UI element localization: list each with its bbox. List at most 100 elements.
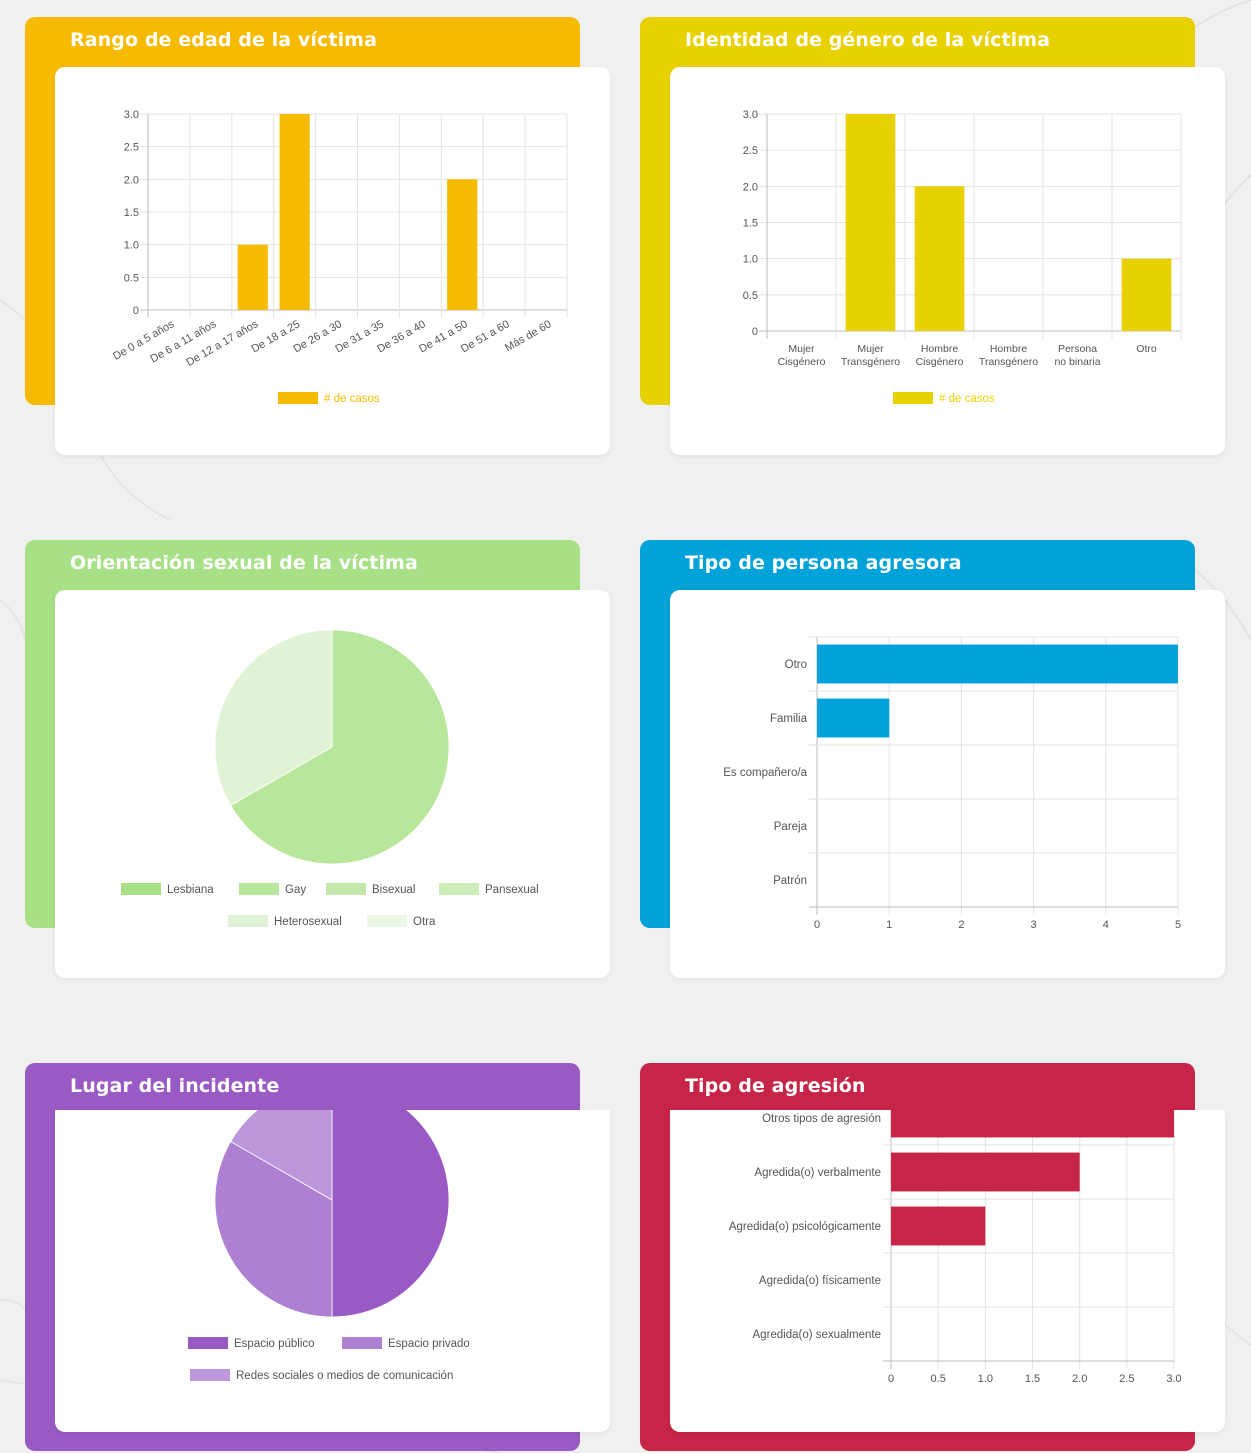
orientation-chart-card: Lesbiana Gay Bisexual Pansexual Heterosexual…: [55, 590, 610, 978]
y-tick-label: 0: [133, 305, 139, 317]
bar: [817, 698, 890, 738]
y-tick-label: 2.0: [743, 181, 758, 193]
y-tick-label: Agredida(o) sexualmente: [753, 1329, 882, 1341]
pie-slice: [331, 1110, 450, 1318]
x-tick-label: Transgénero: [841, 356, 900, 368]
legend-label: # de casos: [324, 393, 380, 405]
legend-swatch: [190, 1369, 230, 1381]
legend-swatch: [439, 883, 479, 895]
age-card-title: Rango de edad de la víctima: [70, 29, 377, 51]
y-tick-label: 1.5: [743, 218, 758, 230]
bar: [237, 244, 268, 310]
bar: [845, 114, 896, 331]
x-tick-label: 0: [888, 1373, 894, 1385]
x-tick-label: Hombre: [921, 343, 959, 355]
pie-slice: [230, 1110, 333, 1201]
aggressor-chart-card: 0 1 2 3 4 5 Otro Familia Es compañero/a Pareja Pat…: [670, 590, 1225, 978]
x-tick-label: 3.0: [1166, 1373, 1181, 1385]
legend-swatch: [367, 915, 407, 927]
legend-label: Otra: [413, 916, 436, 928]
y-tick-label: 1.0: [743, 254, 758, 266]
x-tick-label: Otro: [1136, 343, 1157, 355]
x-tick-label: 1.0: [978, 1373, 993, 1385]
y-tick-label: Pareja: [774, 821, 808, 833]
aggression-bar-chart: 0 0.5 1.0 1.5 2.0 2.5 3.0 Otros tipos de agresi…: [729, 1110, 1182, 1385]
age-chart-card: 0 0.5 1.0 1.5 2.0 2.5 3.0 De 0 a 5 años De 6 a 1…: [55, 67, 610, 455]
y-tick-label: 3.0: [743, 109, 758, 121]
legend-swatch: [326, 883, 366, 895]
aggression-chart-card: 0 0.5 1.0 1.5 2.0 2.5 3.0 Otros tipos de agresi…: [670, 1110, 1225, 1432]
legend-swatch: [278, 392, 318, 404]
legend-label: Pansexual: [485, 884, 539, 896]
legend-label: Redes sociales o medios de comunicación: [236, 1370, 453, 1382]
x-tick-label: 2: [958, 919, 964, 931]
y-tick-label: Es compañero/a: [723, 767, 807, 779]
bar: [279, 114, 310, 310]
x-tick-label: 0.5: [931, 1373, 946, 1385]
x-tick-label: 2.0: [1072, 1373, 1087, 1385]
x-tick-label: Mujer: [788, 343, 815, 355]
gender-bar-chart: 00.51.01.52.02.53.0MujerCisgéneroMujerTr…: [743, 109, 1182, 405]
y-tick-label: Agredida(o) psicológicamente: [729, 1221, 881, 1233]
aggression-card-title: Tipo de agresión: [685, 1075, 866, 1097]
y-tick-label: 0.5: [743, 290, 758, 302]
aggressor-bar-chart: 0 1 2 3 4 5 Otro Familia Es compañero/a Pareja Pat…: [723, 636, 1181, 931]
y-tick-label: Otros tipos de agresión: [762, 1113, 881, 1125]
x-tick-label: Cisgénero: [916, 356, 964, 368]
pie-slice: [230, 629, 450, 865]
place-card-title: Lugar del incidente: [70, 1075, 280, 1097]
y-tick-label: 0.5: [124, 272, 139, 284]
bar: [817, 644, 1178, 684]
y-tick-label: 1.0: [124, 240, 139, 252]
bar: [914, 186, 965, 331]
bar: [891, 1152, 1080, 1192]
bar: [1121, 258, 1172, 331]
legend-label: Espacio privado: [388, 1338, 470, 1350]
legend-label: Espacio público: [234, 1338, 315, 1350]
x-tick-label: 0: [814, 919, 820, 931]
y-tick-label: Familia: [770, 713, 808, 725]
x-tick-label: 1: [886, 919, 892, 931]
legend-label: # de casos: [939, 393, 995, 405]
legend-label: Bisexual: [372, 884, 415, 896]
x-tick-label: 1.5: [1025, 1373, 1040, 1385]
orientation-card-title: Orientación sexual de la víctima: [70, 552, 418, 574]
y-tick-label: 0: [752, 326, 758, 338]
legend-label: Heterosexual: [274, 916, 342, 928]
y-tick-label: 1.5: [124, 207, 139, 219]
legend-label: Lesbiana: [167, 884, 214, 896]
bar: [891, 1110, 1174, 1138]
x-tick-label: Transgénero: [979, 356, 1038, 368]
x-tick-label: 3: [1031, 919, 1037, 931]
x-tick-label: 4: [1103, 919, 1109, 931]
y-tick-label: 2.5: [124, 142, 139, 154]
bar: [891, 1206, 986, 1246]
legend-swatch: [342, 1337, 382, 1349]
place-chart-card: Espacio público Espacio privado Redes soci…: [55, 1110, 610, 1432]
y-tick-label: Otro: [785, 659, 807, 671]
legend-swatch: [893, 392, 933, 404]
x-tick-label: 2.5: [1119, 1373, 1134, 1385]
legend-swatch: [188, 1337, 228, 1349]
y-tick-label: 2.0: [124, 174, 139, 186]
legend-label: Gay: [285, 884, 306, 896]
pie-slice: [214, 1140, 333, 1318]
x-tick-label: 5: [1175, 919, 1181, 931]
y-tick-label: Agredida(o) verbalmente: [754, 1167, 881, 1179]
orientation-pie-chart: Lesbiana Gay Bisexual Pansexual Heterosexual…: [121, 629, 539, 928]
gender-chart-card: 0 0.5 1.0 1.5 2.0 2.5 3.0 Mujer Cisgénero Mujer Tr…: [670, 67, 1225, 455]
legend-swatch: [121, 883, 161, 895]
x-tick-label: De 12 a 17 años: [184, 318, 260, 369]
place-pie-chart: Espacio público Espacio privado Redes soci…: [188, 1110, 470, 1382]
x-tick-label: Mujer: [857, 343, 884, 355]
aggressor-card-title: Tipo de persona agresora: [685, 552, 962, 574]
pie-slice: [214, 629, 333, 807]
legend-swatch: [239, 883, 279, 895]
y-tick-label: Agredida(o) físicamente: [759, 1275, 881, 1287]
gender-card-title: Identidad de género de la víctima: [685, 29, 1051, 51]
y-tick-label: 2.5: [743, 145, 758, 157]
y-tick-label: Patrón: [773, 875, 807, 887]
x-tick-label: Más de 60: [503, 318, 553, 354]
x-tick-label: Hombre: [990, 343, 1028, 355]
